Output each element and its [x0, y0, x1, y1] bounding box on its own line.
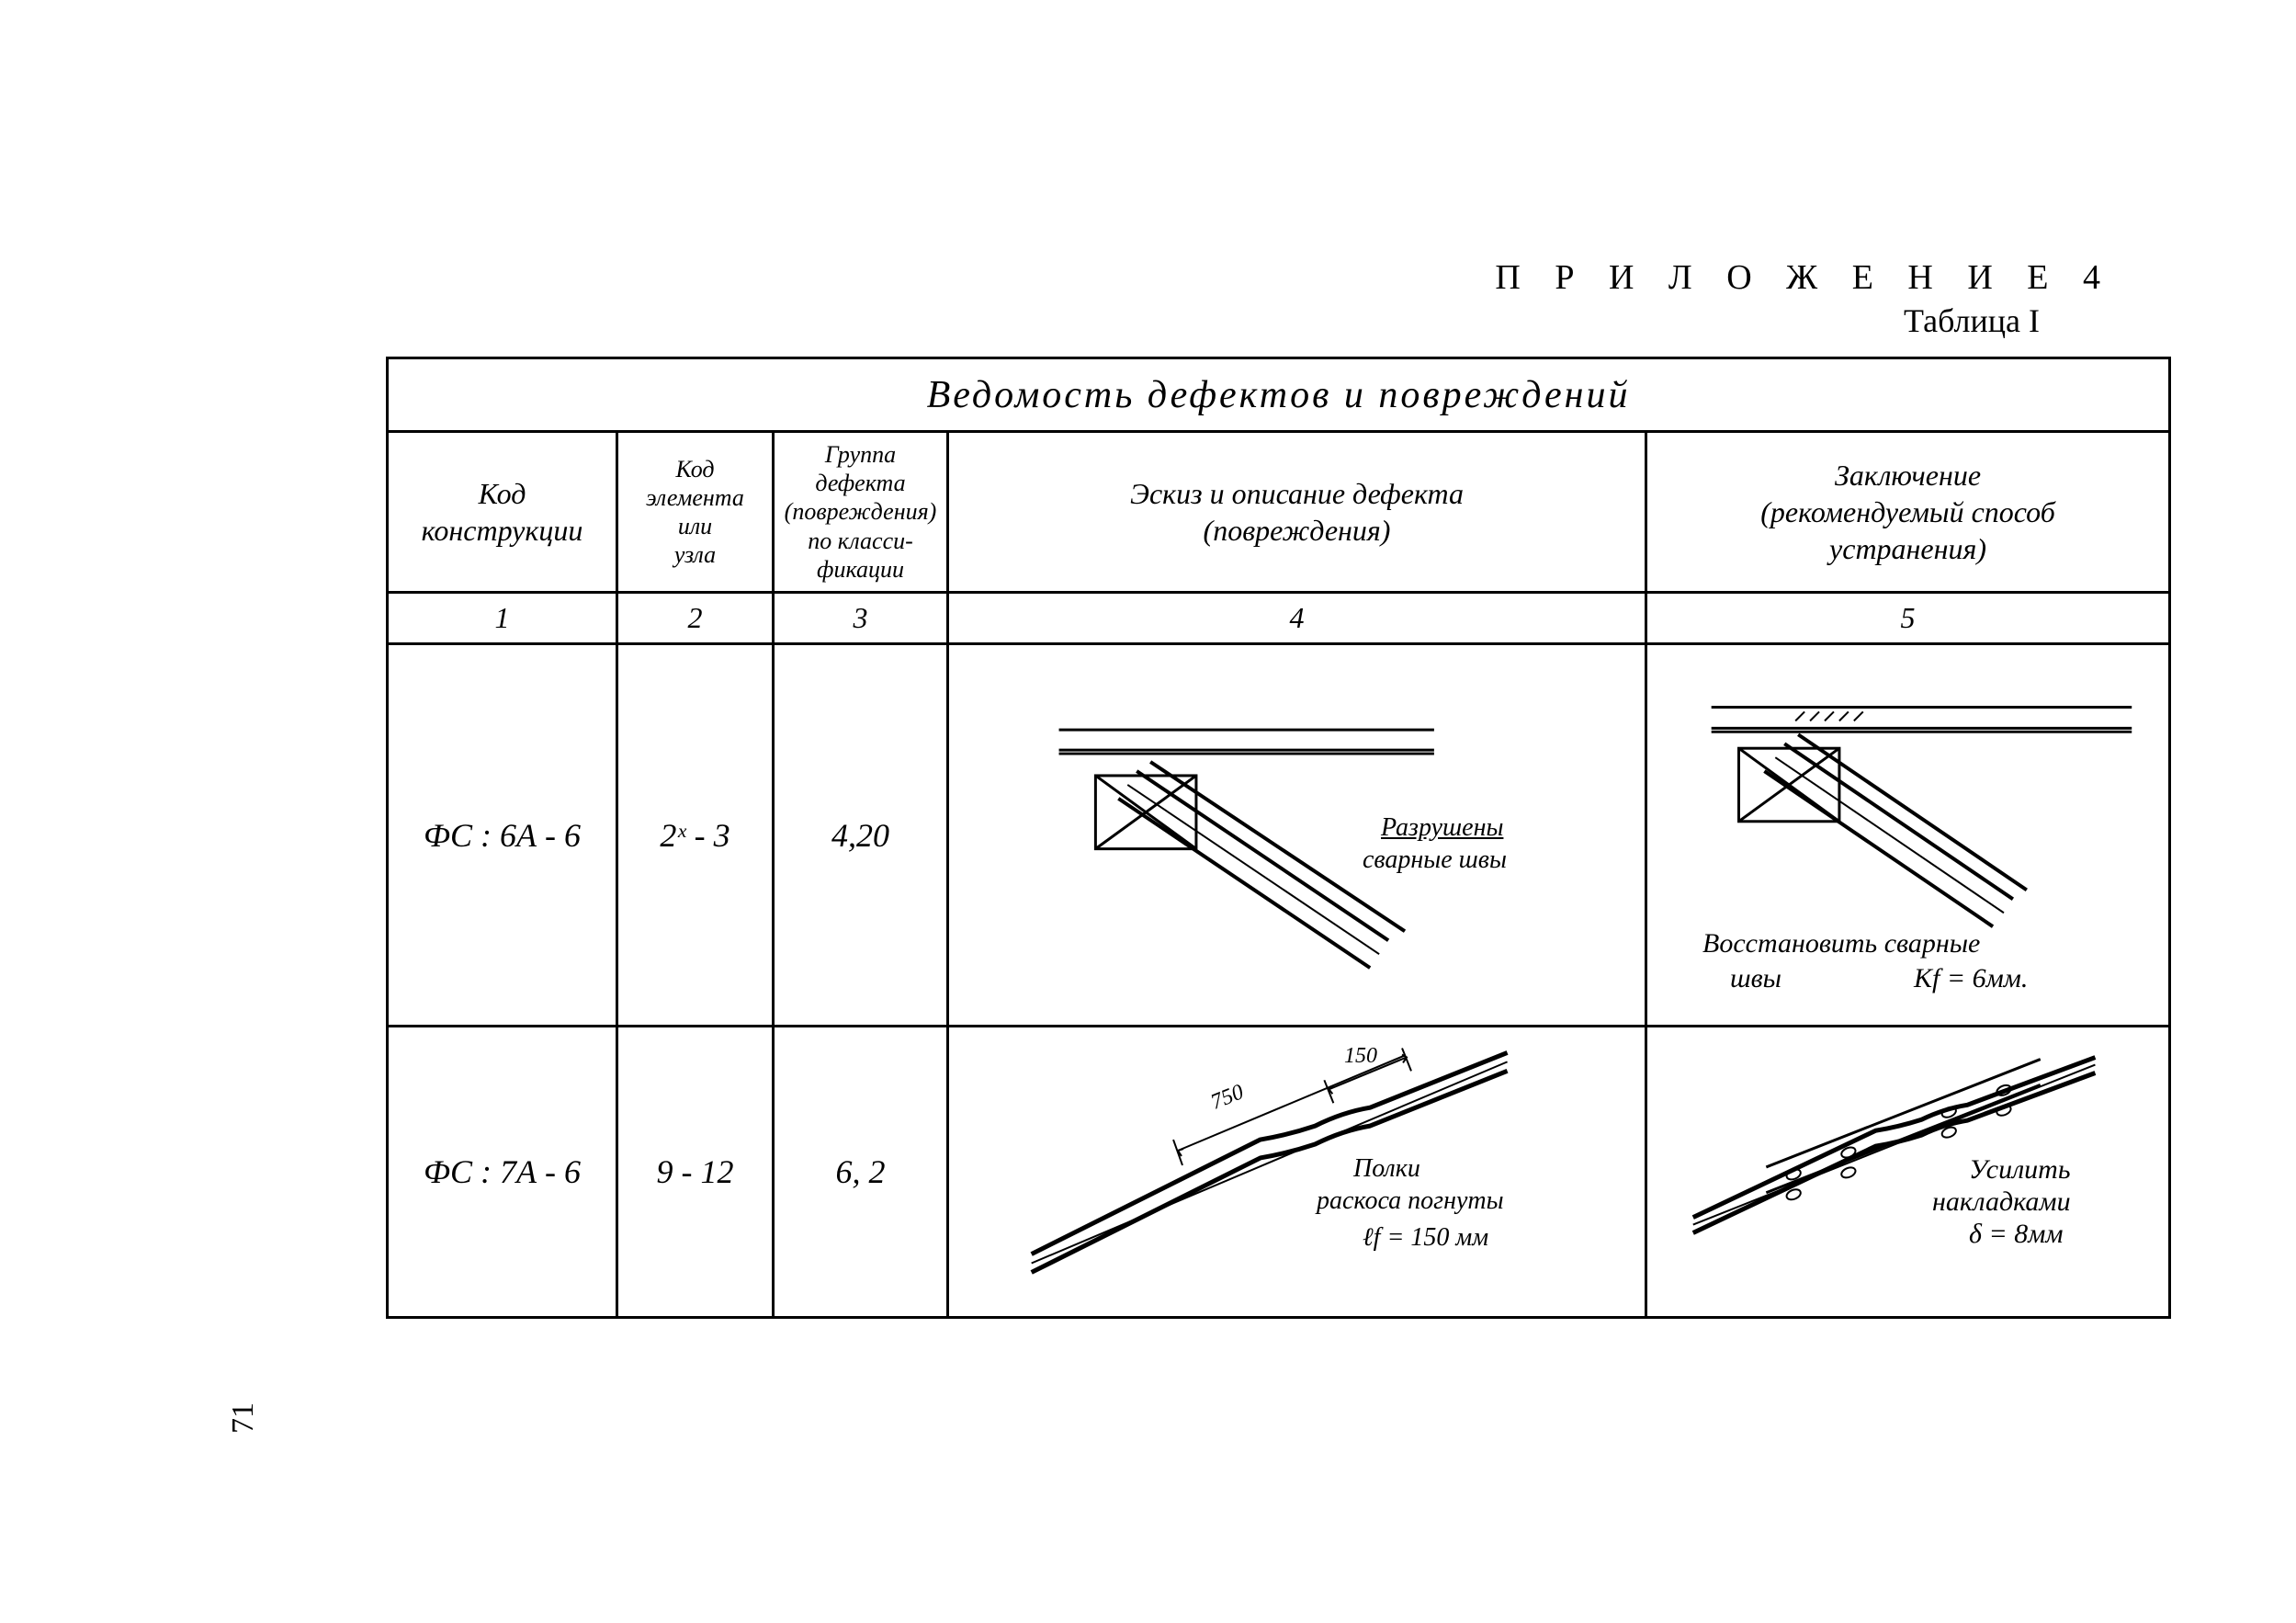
cell-sketch: Разрушены сварные швы: [948, 643, 1646, 1026]
table-row: ФС : 6А - 6 2ˣ - 3 4,20: [388, 643, 2170, 1026]
colnum-3: 3: [774, 592, 948, 643]
table-title-row: Ведомость дефектов и повреждений: [388, 358, 2170, 432]
table-number-label: Таблица I: [386, 301, 2040, 340]
concl2-line1: Усилить: [1969, 1154, 2071, 1186]
table-row: ФС : 7А - 6 9 - 12 6, 2: [388, 1027, 2170, 1318]
colnum-5: 5: [1646, 592, 2170, 643]
sketch1-label2: сварные швы: [1363, 846, 1507, 875]
cell-conclusion: Восстановить сварные швы Kf = 6мм.: [1646, 643, 2170, 1026]
defects-table: Ведомость дефектов и повреждений Код кон…: [386, 357, 2171, 1319]
sketch2-dim1: 150: [1344, 1044, 1377, 1069]
sketch2-label2: раскоса погнуты: [1317, 1186, 1504, 1216]
sketch-svg-1: [958, 653, 1635, 1017]
sketch2-label3: ℓf = 150 мм: [1363, 1223, 1488, 1253]
defect-sketch-1: Разрушены сварные швы: [958, 653, 1635, 1017]
cell-conclusion: Усилить накладками δ = 8мм: [1646, 1027, 2170, 1318]
col-header-1: Код конструкции: [388, 432, 617, 593]
cell-elem: 9 - 12: [617, 1027, 774, 1318]
sketch1-label1: Разрушены: [1381, 813, 1503, 843]
page-number: 71: [226, 1402, 261, 1434]
concl1-line1: Восстановить сварные: [1702, 928, 2134, 959]
cell-group: 6, 2: [774, 1027, 948, 1318]
cell-sketch: 150 750 Полки раскоса погнуты ℓf = 150 м…: [948, 1027, 1646, 1318]
table-header-row: Код конструкции Код элемента или узла Гр…: [388, 432, 2170, 593]
conclusion-sketch-2: Усилить накладками δ = 8мм: [1657, 1035, 2159, 1309]
document-page: П Р И Л О Ж Е Н И Е 4 Таблица I Ведомост…: [386, 257, 2187, 1319]
sketch-svg-2: [958, 1035, 1635, 1309]
colnum-1: 1: [388, 592, 617, 643]
col-header-4: Эскиз и описание дефекта (повреждения): [948, 432, 1646, 593]
colnum-4: 4: [948, 592, 1646, 643]
cell-code: ФС : 7А - 6: [388, 1027, 617, 1318]
conclusion-sketch-1: Восстановить сварные швы Kf = 6мм.: [1657, 653, 2159, 1017]
cell-group: 4,20: [774, 643, 948, 1026]
concl2-line3: δ = 8мм: [1969, 1219, 2063, 1250]
col-header-3: Группа дефекта (повреждения) по класси- …: [774, 432, 948, 593]
sketch2-label1: Полки: [1353, 1154, 1420, 1184]
appendix-label: П Р И Л О Ж Е Н И Е 4: [386, 257, 2113, 298]
defect-sketch-2: 150 750 Полки раскоса погнуты ℓf = 150 м…: [958, 1035, 1635, 1309]
col-header-2: Код элемента или узла: [617, 432, 774, 593]
column-number-row: 1 2 3 4 5: [388, 592, 2170, 643]
concl1-line3: Kf = 6мм.: [1914, 963, 2028, 994]
concl1-line2: швы: [1730, 963, 1781, 994]
concl2-line2: накладками: [1932, 1186, 2071, 1218]
cell-code: ФС : 6А - 6: [388, 643, 617, 1026]
cell-elem: 2ˣ - 3: [617, 643, 774, 1026]
table-title: Ведомость дефектов и повреждений: [388, 358, 2170, 432]
concl-svg-2: [1657, 1035, 2159, 1309]
colnum-2: 2: [617, 592, 774, 643]
col-header-5: Заключение (рекомендуемый способ устране…: [1646, 432, 2170, 593]
